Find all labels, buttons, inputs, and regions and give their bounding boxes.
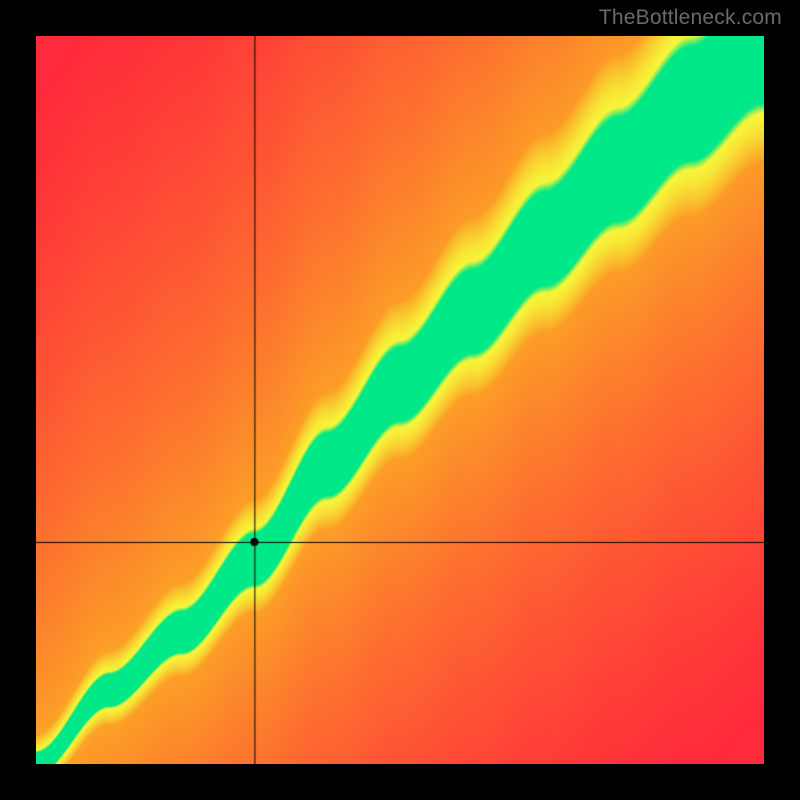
chart-container: TheBottleneck.com — [0, 0, 800, 800]
heatmap-canvas — [36, 36, 764, 764]
watermark-text: TheBottleneck.com — [599, 6, 782, 30]
